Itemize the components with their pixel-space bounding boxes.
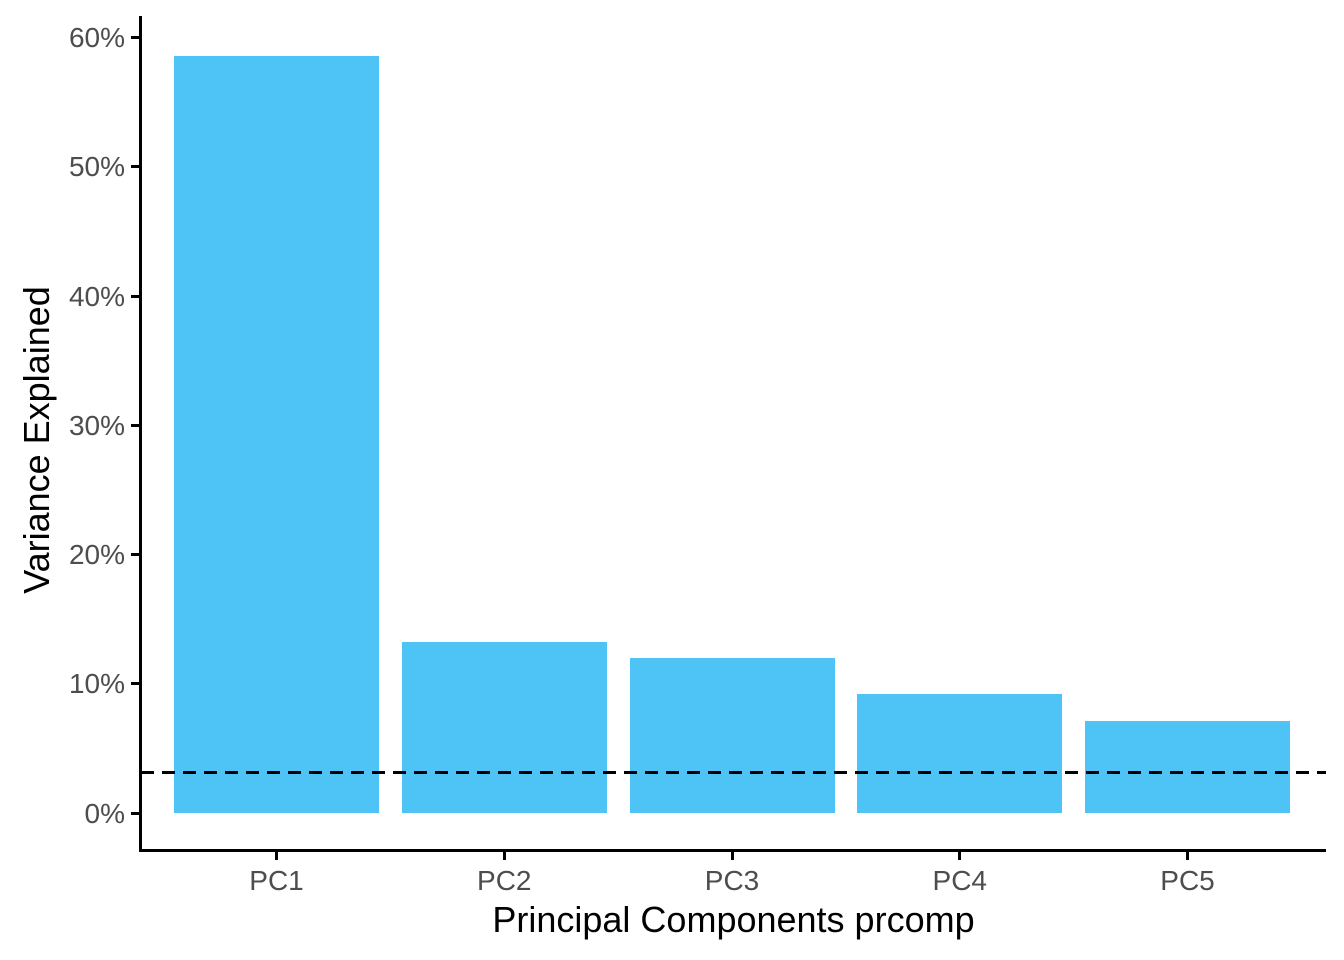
y-tick-label: 20% (68, 539, 125, 570)
x-tick-mark (275, 852, 278, 860)
x-tick-mark (730, 852, 734, 860)
y-tick-label: 0% (84, 797, 125, 829)
x-tick-label: PC2 (477, 865, 532, 896)
y-tick-mark (131, 36, 139, 39)
x-axis-title: Principal Components prcomp (492, 899, 975, 940)
x-tick-label: PC1 (249, 865, 304, 896)
y-tick-label: 60% (68, 22, 125, 53)
x-tick-mark (958, 852, 962, 860)
bar-pc4 (857, 694, 1063, 813)
bar-pc5 (1085, 721, 1290, 813)
x-tick-label: PC4 (932, 865, 987, 896)
y-tick-label: 40% (68, 280, 125, 312)
y-tick-label: 30% (68, 409, 125, 441)
x-tick-mark (502, 852, 506, 860)
y-tick-mark (131, 294, 139, 298)
bar-pc1 (174, 55, 379, 813)
x-tick-mark (1186, 852, 1189, 860)
x-axis-line (139, 849, 1326, 852)
x-tick-label: PC5 (1160, 865, 1215, 896)
x-tick-label: PC3 (704, 865, 760, 896)
y-tick-mark (131, 811, 139, 815)
y-tick-mark (131, 423, 139, 427)
bar-pc2 (401, 642, 607, 813)
y-tick-label: 50% (68, 151, 125, 183)
y-tick-mark (131, 553, 139, 556)
y-tick-label: 10% (68, 668, 125, 700)
dashed-threshold-line (141, 771, 1326, 775)
y-axis-title: Variance Explained (16, 286, 57, 594)
y-axis-line (139, 16, 142, 852)
bar-pc3 (629, 657, 835, 813)
y-tick-mark (131, 165, 139, 169)
y-tick-mark (131, 682, 139, 686)
